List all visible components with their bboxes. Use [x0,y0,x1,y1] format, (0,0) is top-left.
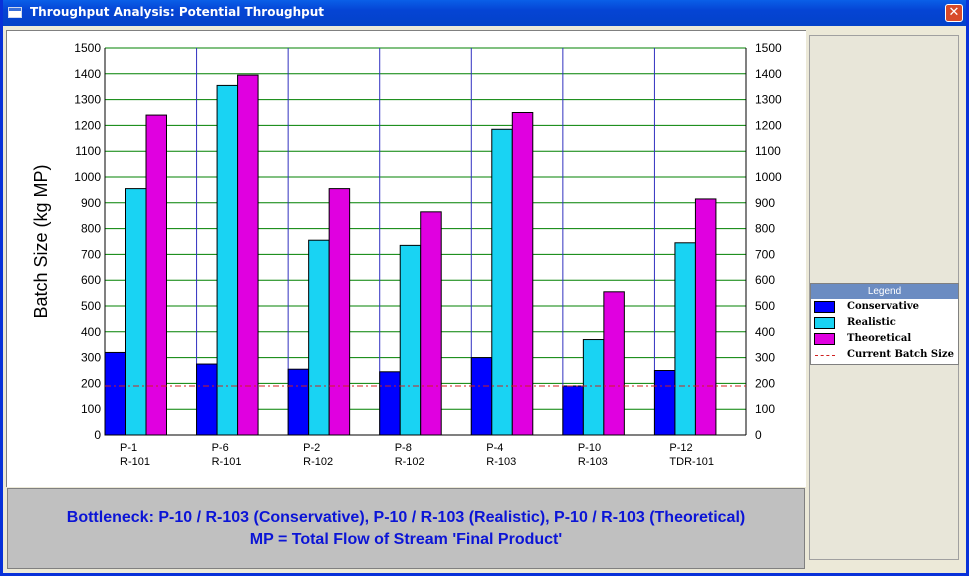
legend-label-conservative: Conservative [847,301,920,312]
y-tick-label-right: 0 [755,428,762,442]
legend: Legend Conservative Realistic Theoretica… [810,283,959,365]
y-tick-label-left: 600 [81,273,101,287]
bar-realistic-5 [582,339,605,436]
bar-conservative-1 [196,363,218,436]
x-tick-label-step: P-4 [486,442,503,454]
bottleneck-panel: Bottleneck: P-10 / R-103 (Conservative),… [7,488,805,569]
y-tick-label-right: 1300 [755,93,782,107]
bar-conservative-6 [653,370,676,436]
y-tick-label-left: 1500 [74,41,101,55]
close-button[interactable]: ✕ [945,4,963,22]
y-tick-label-right: 1000 [755,170,782,184]
y-tick-label-left: 200 [81,376,101,390]
y-tick-label-left: 400 [81,325,101,339]
y-tick-label-right: 900 [755,196,775,210]
bar-theoretical-4 [511,112,534,436]
y-tick-label-left: 500 [81,299,101,313]
y-tick-label-right: 1500 [755,41,782,55]
x-tick-label-step: P-1 [120,442,137,454]
y-tick-label-right: 600 [755,273,775,287]
x-tick-label-step: P-10 [578,442,601,454]
y-tick-label-right: 500 [755,299,775,313]
y-tick-label-right: 1400 [755,67,782,81]
legend-title: Legend [811,284,958,299]
y-tick-label-left: 0 [94,428,101,442]
y-tick-label-right: 1100 [755,144,781,158]
bar-realistic-1 [216,84,239,436]
bar-conservative-0 [104,351,126,436]
y-tick-label-right: 200 [755,376,775,390]
legend-item-current-batch: Current Batch Size [811,348,958,363]
x-tick-label-unit: R-103 [486,456,516,468]
bar-conservative-4 [470,357,493,436]
y-tick-label-left: 300 [81,351,101,365]
y-tick-label-left: 800 [81,222,101,236]
y-tick-label-left: 1400 [74,67,101,81]
window-title: Throughput Analysis: Potential Throughpu… [30,5,324,19]
x-tick-label-step: P-2 [303,442,320,454]
y-tick-label-left: 700 [81,247,101,261]
x-tick-label-step: P-12 [669,442,692,454]
legend-label-theoretical: Theoretical [847,333,912,344]
legend-swatch-theoretical [814,333,835,345]
y-tick-label-right: 100 [755,402,775,416]
bar-realistic-0 [125,188,147,436]
y-tick-label-right: 400 [755,325,775,339]
y-tick-label-left: 1100 [75,144,101,158]
bar-realistic-3 [399,244,422,436]
mp-definition-text: MP = Total Flow of Stream 'Final Product… [249,531,563,548]
x-tick-label-step: P-8 [395,442,412,454]
y-tick-label-left: 900 [81,196,101,210]
legend-item-theoretical: Theoretical [811,332,958,347]
y-tick-label-left: 100 [81,402,101,416]
bar-conservative-3 [379,371,401,436]
y-tick-label-left: 1000 [74,170,101,184]
plot-pane: 0 0 100 100 200 200 300 300 400 400 500 500 600 600 70… [6,30,806,487]
legend-item-realistic: Realistic [811,316,958,331]
legend-dash-current-batch [815,355,835,356]
client-area: 0 0 100 100 200 200 300 300 400 400 500 500 600 600 70… [3,26,966,573]
bar-theoretical-2 [328,188,351,436]
bar-realistic-4 [491,128,513,436]
legend-swatch-conservative [814,301,835,313]
window-icon [8,7,22,18]
x-tick-label-unit: R-103 [578,456,608,468]
legend-swatch-realistic [814,317,835,329]
bar-theoretical-6 [694,198,717,436]
bar-realistic-2 [308,239,330,436]
bar-realistic-6 [674,242,696,436]
y-tick-label-right: 700 [755,247,775,261]
legend-item-conservative: Conservative [811,300,958,315]
bar-conservative-2 [287,368,310,436]
bar-theoretical-5 [603,291,625,436]
y-axis-label: Batch Size (kg MP) [31,164,51,318]
y-tick-label-left: 1200 [74,118,101,132]
x-tick-label-unit: R-101 [212,456,242,468]
x-tick-label-unit: R-102 [303,456,333,468]
x-tick-label-step: P-6 [212,442,229,454]
y-tick-label-right: 300 [755,351,775,365]
y-tick-label-right: 1200 [755,118,782,132]
bar-conservative-5 [562,385,584,436]
y-tick-label-left: 1300 [74,93,101,107]
title-bar[interactable]: Throughput Analysis: Potential Throughpu… [3,0,966,26]
legend-label-current-batch: Current Batch Size [847,349,954,360]
x-tick-label-unit: R-102 [395,456,425,468]
bottleneck-text: Bottleneck: P-10 / R-103 (Conservative),… [66,509,746,526]
legend-label-realistic: Realistic [847,317,896,328]
x-tick-label-unit: TDR-101 [669,456,714,468]
bar-theoretical-1 [237,74,259,436]
x-tick-label-unit: R-101 [120,456,150,468]
bar-theoretical-3 [420,211,442,436]
y-tick-label-right: 800 [755,222,775,236]
bar-chart: 0 0 100 100 200 200 300 300 400 400 500 500 600 600 70… [31,41,782,468]
bar-theoretical-0 [145,114,167,436]
